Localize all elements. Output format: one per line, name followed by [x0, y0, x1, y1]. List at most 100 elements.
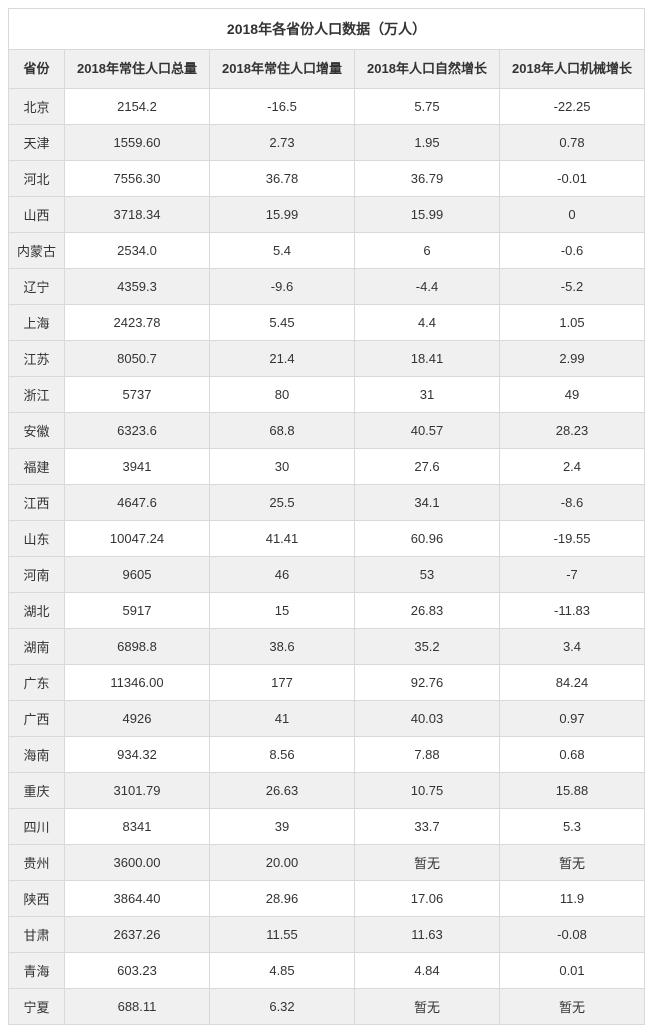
cell-value: 4926	[65, 701, 210, 737]
cell-value: 2423.78	[65, 305, 210, 341]
table-row: 山东10047.2441.4160.96-19.55	[9, 521, 645, 557]
cell-value: -0.6	[500, 233, 645, 269]
cell-value: 0.97	[500, 701, 645, 737]
cell-value: -4.4	[355, 269, 500, 305]
cell-value: 暂无	[500, 845, 645, 881]
col-natural: 2018年人口自然增长	[355, 50, 500, 89]
cell-value: 5.4	[210, 233, 355, 269]
cell-value: 36.79	[355, 161, 500, 197]
cell-province: 北京	[9, 89, 65, 125]
cell-province: 辽宁	[9, 269, 65, 305]
table-row: 山西3718.3415.9915.990	[9, 197, 645, 233]
cell-province: 江西	[9, 485, 65, 521]
cell-value: 2637.26	[65, 917, 210, 953]
cell-value: 603.23	[65, 953, 210, 989]
cell-value: 15.99	[210, 197, 355, 233]
cell-value: 934.32	[65, 737, 210, 773]
table-row: 内蒙古2534.05.46-0.6	[9, 233, 645, 269]
cell-value: 15.99	[355, 197, 500, 233]
table-row: 辽宁4359.3-9.6-4.4-5.2	[9, 269, 645, 305]
cell-value: 3101.79	[65, 773, 210, 809]
cell-value: 10047.24	[65, 521, 210, 557]
col-mechanical: 2018年人口机械增长	[500, 50, 645, 89]
cell-value: 8050.7	[65, 341, 210, 377]
cell-province: 贵州	[9, 845, 65, 881]
cell-value: 3718.34	[65, 197, 210, 233]
cell-value: 4.85	[210, 953, 355, 989]
cell-value: 2.4	[500, 449, 645, 485]
cell-province: 青海	[9, 953, 65, 989]
cell-value: 0	[500, 197, 645, 233]
cell-value: 4.4	[355, 305, 500, 341]
cell-value: 18.41	[355, 341, 500, 377]
table-row: 河南96054653-7	[9, 557, 645, 593]
cell-province: 上海	[9, 305, 65, 341]
cell-value: -0.01	[500, 161, 645, 197]
col-total: 2018年常住人口总量	[65, 50, 210, 89]
cell-province: 内蒙古	[9, 233, 65, 269]
cell-value: 暂无	[500, 989, 645, 1025]
population-table: 2018年各省份人口数据（万人） 省份 2018年常住人口总量 2018年常住人…	[8, 8, 645, 1025]
cell-value: 26.83	[355, 593, 500, 629]
cell-value: 1559.60	[65, 125, 210, 161]
cell-value: 4359.3	[65, 269, 210, 305]
table-row: 江西4647.625.534.1-8.6	[9, 485, 645, 521]
cell-value: 31	[355, 377, 500, 413]
cell-value: 40.57	[355, 413, 500, 449]
cell-value: 0.78	[500, 125, 645, 161]
cell-province: 河南	[9, 557, 65, 593]
cell-value: -11.83	[500, 593, 645, 629]
cell-value: 1.05	[500, 305, 645, 341]
cell-value: 38.6	[210, 629, 355, 665]
cell-value: 28.96	[210, 881, 355, 917]
cell-value: 2534.0	[65, 233, 210, 269]
cell-value: 5.3	[500, 809, 645, 845]
cell-value: 3941	[65, 449, 210, 485]
cell-value: 8.56	[210, 737, 355, 773]
cell-value: 8341	[65, 809, 210, 845]
table-row: 河北7556.3036.7836.79-0.01	[9, 161, 645, 197]
cell-value: 36.78	[210, 161, 355, 197]
cell-value: -16.5	[210, 89, 355, 125]
cell-province: 甘肃	[9, 917, 65, 953]
cell-value: 5737	[65, 377, 210, 413]
cell-value: 15.88	[500, 773, 645, 809]
cell-province: 山东	[9, 521, 65, 557]
cell-value: 34.1	[355, 485, 500, 521]
cell-value: -22.25	[500, 89, 645, 125]
cell-value: 688.11	[65, 989, 210, 1025]
cell-value: 27.6	[355, 449, 500, 485]
cell-value: -5.2	[500, 269, 645, 305]
cell-value: -7	[500, 557, 645, 593]
cell-value: -9.6	[210, 269, 355, 305]
cell-value: 177	[210, 665, 355, 701]
cell-value: 10.75	[355, 773, 500, 809]
cell-value: -0.08	[500, 917, 645, 953]
cell-value: 92.76	[355, 665, 500, 701]
cell-value: 2154.2	[65, 89, 210, 125]
cell-province: 浙江	[9, 377, 65, 413]
cell-value: 11.63	[355, 917, 500, 953]
cell-province: 海南	[9, 737, 65, 773]
table-row: 北京2154.2-16.55.75-22.25	[9, 89, 645, 125]
table-row: 广东11346.0017792.7684.24	[9, 665, 645, 701]
table-row: 重庆3101.7926.6310.7515.88	[9, 773, 645, 809]
cell-value: 53	[355, 557, 500, 593]
table-row: 福建39413027.62.4	[9, 449, 645, 485]
cell-value: 7.88	[355, 737, 500, 773]
table-row: 贵州3600.0020.00暂无暂无	[9, 845, 645, 881]
table-row: 上海2423.785.454.41.05	[9, 305, 645, 341]
cell-value: -8.6	[500, 485, 645, 521]
cell-value: 5.45	[210, 305, 355, 341]
table-row: 浙江5737803149	[9, 377, 645, 413]
cell-value: 2.99	[500, 341, 645, 377]
table-row: 江苏8050.721.418.412.99	[9, 341, 645, 377]
cell-value: 26.63	[210, 773, 355, 809]
table-title: 2018年各省份人口数据（万人）	[9, 9, 645, 50]
cell-value: 15	[210, 593, 355, 629]
cell-value: 41	[210, 701, 355, 737]
cell-province: 江苏	[9, 341, 65, 377]
cell-value: 80	[210, 377, 355, 413]
table-row: 安徽6323.668.840.5728.23	[9, 413, 645, 449]
cell-value: 49	[500, 377, 645, 413]
